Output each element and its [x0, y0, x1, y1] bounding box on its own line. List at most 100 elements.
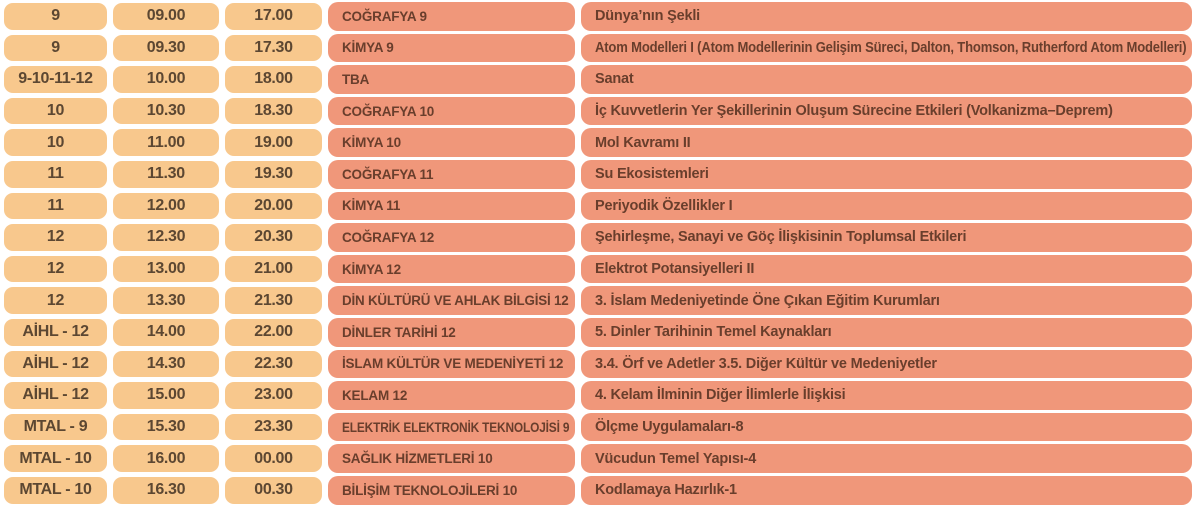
- grade-label: MTAL - 9: [23, 418, 88, 436]
- course-cell: COĞRAFYA 11: [328, 159, 575, 189]
- grade-label: 12: [46, 291, 65, 309]
- daytime-label: 12.00: [146, 196, 186, 214]
- grade-label: 9: [51, 7, 60, 25]
- daytime-cell: 14.30: [113, 350, 219, 378]
- evening-time-label: 23.30: [254, 418, 293, 436]
- evening-time-label: 18.30: [254, 102, 293, 120]
- grade-cell: 11: [4, 160, 107, 188]
- evening-time-cell: 19.00: [225, 129, 322, 156]
- grade-label: 9-10-11-12: [18, 70, 93, 88]
- daytime-cell: 10.00: [113, 66, 219, 93]
- topic-label: Ölçme Uygulamaları-8: [595, 419, 744, 436]
- course-label: KİMYA 11: [342, 198, 401, 214]
- course-cell: KİMYA 11: [328, 191, 575, 221]
- evening-time-cell: 21.00: [225, 255, 322, 283]
- course-label: ELEKTRİK ELEKTRONİK TEKNOLOJİSİ 9: [342, 419, 570, 435]
- evening-time-cell: 20.00: [225, 192, 322, 220]
- grade-cell: MTAL - 10: [4, 476, 107, 504]
- daytime-label: 10.00: [146, 70, 186, 88]
- evening-time-label: 22.00: [254, 323, 293, 341]
- course-cell: DİNLER TARİHİ 12: [328, 317, 575, 347]
- daytime-cell: 10.30: [113, 97, 219, 125]
- daytime-label: 16.00: [146, 449, 186, 467]
- evening-time-cell: 18.30: [225, 97, 322, 125]
- daytime-cell: 12.00: [113, 192, 219, 220]
- course-cell: KİMYA 12: [328, 254, 575, 284]
- evening-time-cell: 00.30: [225, 476, 322, 504]
- evening-time-label: 23.00: [254, 386, 293, 404]
- evening-time-cell: 22.30: [225, 350, 322, 378]
- daytime-cell: 09.00: [113, 3, 219, 30]
- topic-cell: Su Ekosistemleri: [581, 159, 1192, 189]
- grade-cell: 12: [4, 255, 107, 283]
- course-cell: COĞRAFYA 12: [328, 223, 575, 252]
- topic-label: 4. Kelam İlminin Diğer İlimlerle İlişkis…: [595, 387, 846, 404]
- course-label: SAĞLIK HİZMETLERİ 10: [342, 451, 493, 467]
- daytime-label: 09.30: [146, 38, 186, 56]
- daytime-cell: 15.30: [113, 413, 219, 441]
- daytime-cell: 11.30: [113, 160, 219, 188]
- topic-label: Mol Kavramı II: [595, 134, 691, 151]
- grade-label: 10: [46, 102, 65, 120]
- evening-time-label: 21.30: [254, 291, 293, 309]
- course-label: DİN KÜLTÜRÜ VE AHLAK BİLGİSİ 12: [342, 293, 569, 309]
- course-cell: ELEKTRİK ELEKTRONİK TEKNOLOJİSİ 9: [328, 412, 575, 442]
- evening-time-label: 17.30: [254, 38, 293, 56]
- course-label: İSLAM KÜLTÜR VE MEDENİYETİ 12: [342, 356, 564, 372]
- evening-time-cell: 20.30: [225, 224, 322, 251]
- grade-cell: MTAL - 10: [4, 445, 107, 472]
- course-cell: KİMYA 10: [328, 128, 575, 157]
- course-label: COĞRAFYA 11: [342, 166, 434, 182]
- grade-label: MTAL - 10: [19, 481, 92, 499]
- grade-cell: 9-10-11-12: [4, 66, 107, 93]
- evening-time-label: 18.00: [254, 70, 293, 88]
- topic-cell: 5. Dinler Tarihinin Temel Kaynakları: [581, 317, 1192, 347]
- course-cell: COĞRAFYA 10: [328, 96, 575, 126]
- daytime-cell: 15.00: [113, 382, 219, 409]
- topic-label: Sanat: [595, 71, 634, 88]
- evening-time-label: 17.00: [254, 7, 293, 25]
- grade-label: 12: [46, 228, 65, 246]
- topic-cell: 3.4. Örf ve Adetler 3.5. Diğer Kültür ve…: [581, 349, 1192, 379]
- grade-cell: AİHL - 12: [4, 318, 107, 346]
- evening-time-label: 20.30: [254, 228, 293, 246]
- course-cell: COĞRAFYA 9: [328, 2, 575, 31]
- grade-label: AİHL - 12: [22, 386, 89, 404]
- course-label: COĞRAFYA 9: [342, 8, 427, 24]
- topic-cell: 3. İslam Medeniyetinde Öne Çıkan Eğitim …: [581, 286, 1192, 315]
- evening-time-label: 19.30: [254, 165, 293, 183]
- topic-label: Periyodik Özellikler I: [595, 197, 733, 214]
- evening-time-label: 00.30: [254, 481, 293, 499]
- daytime-cell: 11.00: [113, 129, 219, 156]
- course-cell: KİMYA 9: [328, 33, 575, 63]
- topic-label: Vücudun Temel Yapısı-4: [595, 450, 757, 467]
- course-cell: TBA: [328, 65, 575, 94]
- daytime-label: 09.00: [146, 7, 186, 25]
- daytime-label: 14.30: [146, 354, 186, 372]
- grade-cell: AİHL - 12: [4, 350, 107, 378]
- topic-label: İç Kuvvetlerin Yer Şekillerinin Oluşum S…: [595, 103, 1113, 120]
- topic-cell: Periyodik Özellikler I: [581, 191, 1192, 221]
- daytime-label: 11.00: [147, 133, 185, 151]
- grade-cell: MTAL - 9: [4, 413, 107, 441]
- evening-time-cell: 21.30: [225, 287, 322, 314]
- daytime-label: 16.30: [146, 481, 186, 499]
- grade-cell: 11: [4, 192, 107, 220]
- evening-time-cell: 19.30: [225, 160, 322, 188]
- daytime-label: 14.00: [146, 323, 186, 341]
- evening-time-cell: 18.00: [225, 66, 322, 93]
- course-cell: İSLAM KÜLTÜR VE MEDENİYETİ 12: [328, 349, 575, 379]
- grade-label: 9: [51, 38, 60, 56]
- topic-cell: Kodlamaya Hazırlık-1: [581, 475, 1192, 505]
- daytime-cell: 13.00: [113, 255, 219, 283]
- course-cell: KELAM 12: [328, 381, 575, 410]
- daytime-cell: 16.00: [113, 445, 219, 472]
- grade-label: 10: [46, 133, 65, 151]
- evening-time-label: 19.00: [254, 133, 293, 151]
- topic-label: Şehirleşme, Sanayi ve Göç İlişkisinin To…: [595, 229, 967, 246]
- daytime-label: 15.00: [146, 386, 186, 404]
- grade-cell: 12: [4, 287, 107, 314]
- topic-cell: Ölçme Uygulamaları-8: [581, 412, 1192, 442]
- topic-cell: Dünya’nın Şekli: [581, 2, 1192, 31]
